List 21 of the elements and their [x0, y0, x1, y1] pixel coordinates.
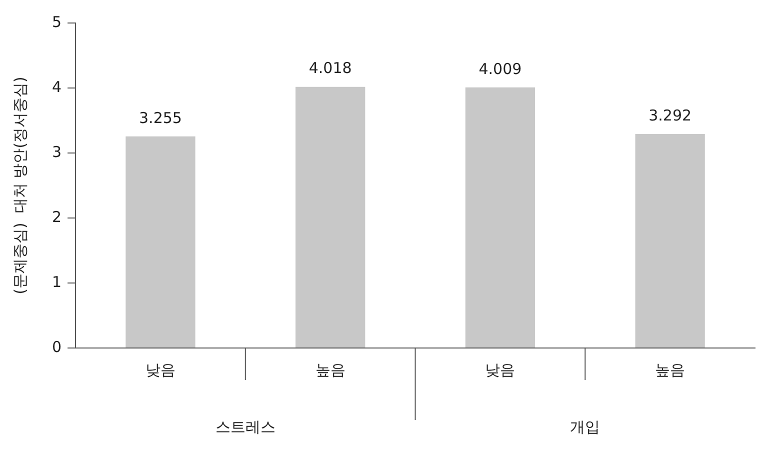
- x-tick-label: 높음: [655, 360, 686, 379]
- y-tick-label: 4: [52, 78, 62, 96]
- bar: [296, 86, 366, 348]
- y-tick-label: 1: [52, 272, 62, 291]
- x-tick-label: 높음: [315, 360, 346, 379]
- bar: [635, 134, 705, 348]
- text: 개입: [570, 418, 600, 436]
- data-label: 3.255: [139, 108, 182, 127]
- bar: [465, 87, 536, 348]
- x-tick-label: 낮음: [485, 360, 516, 379]
- data-label: 3.292: [648, 106, 692, 124]
- bar: [126, 136, 196, 348]
- y-tick-label: 5: [52, 12, 62, 31]
- y-tick-label: 0: [52, 338, 62, 356]
- y-axis-title: (문제중심) 대처 방안(정서중심): [10, 76, 29, 294]
- data-label: 4.009: [478, 60, 522, 78]
- x-tick-label: 낮음: [145, 360, 176, 379]
- y-tick-label: 3: [52, 142, 62, 161]
- text: 스트레스: [215, 418, 276, 436]
- data-label: 4.018: [308, 59, 352, 78]
- y-tick-label: 2: [52, 208, 62, 226]
